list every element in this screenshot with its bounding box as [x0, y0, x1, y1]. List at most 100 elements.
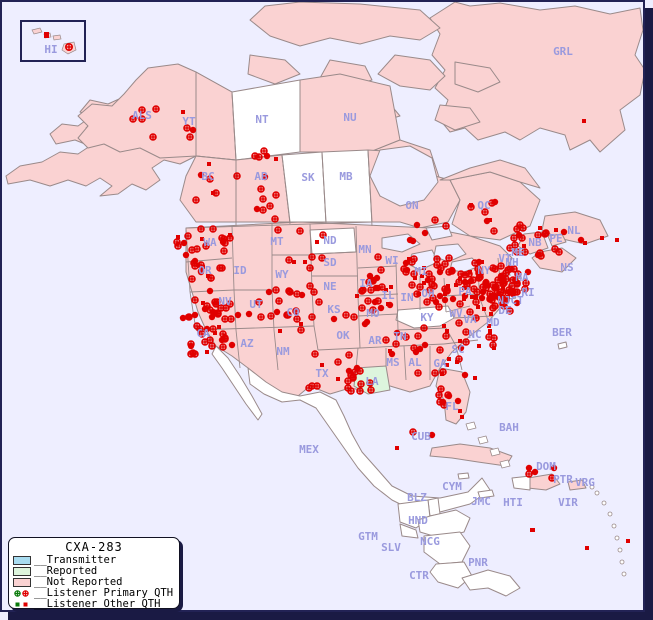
- legend-row-not-reported: __Not Reported: [13, 577, 179, 588]
- region-label-NH: NH: [505, 256, 518, 269]
- region-label-RI: RI: [521, 286, 534, 299]
- listener-dot-marker: [403, 266, 411, 274]
- region-PTR: [567, 479, 587, 491]
- listener-other-qth-marker: [278, 329, 282, 333]
- region-PE: [547, 233, 567, 247]
- listener-dot-marker: [197, 268, 205, 276]
- region-label-PE: PE: [549, 232, 562, 245]
- region-BER: [557, 341, 568, 350]
- region-label-MA: MA: [515, 271, 529, 284]
- legend-label-reported: __Reported: [34, 565, 98, 577]
- region-SLV: [399, 523, 419, 539]
- listener-dot-marker: [265, 288, 273, 296]
- region-label-MO: MO: [366, 307, 380, 320]
- region-label-PA: PA: [458, 285, 472, 298]
- region-CTR: [429, 561, 473, 589]
- listener-dot-marker: [180, 239, 188, 247]
- region-label-LA: LA: [365, 375, 379, 388]
- listener-dot-marker: [363, 318, 371, 326]
- listener-dot-marker: [261, 173, 269, 181]
- region-MB: [321, 149, 373, 223]
- region-label-SC: SC: [451, 343, 464, 356]
- region-label-DE: DE: [498, 304, 511, 317]
- region-label-SLV: SLV: [381, 541, 401, 554]
- region-label-NJ: NJ: [497, 294, 510, 307]
- listener-other-qth-marker: [420, 274, 424, 278]
- region-label-AB: AB: [254, 170, 268, 183]
- region-label-VIR: VIR: [558, 496, 578, 509]
- region-label-WI: WI: [385, 254, 398, 267]
- listener-dot-marker: [179, 314, 187, 322]
- listener-dot-marker: [393, 329, 401, 337]
- listener-dot-marker: [421, 341, 429, 349]
- listener-other-qth-marker: [200, 237, 204, 241]
- listener-other-qth-marker: [487, 324, 491, 328]
- listener-dot-marker: [330, 315, 338, 323]
- listener-other-qth-marker: [489, 312, 493, 316]
- listener-other-qth-marker: [386, 302, 390, 306]
- listener-other-qth-marker: [488, 329, 492, 333]
- region-PNR: [461, 569, 521, 597]
- listener-dot-marker: [187, 342, 195, 350]
- region-label-NC: NC: [468, 328, 481, 341]
- region-label-PNR: PNR: [468, 556, 488, 569]
- listener-dot-marker: [531, 468, 539, 476]
- listener-dot-marker: [182, 251, 190, 259]
- listener-other-qth-marker: [488, 218, 492, 222]
- region-label-NB: NB: [528, 236, 542, 249]
- listener-dot-marker: [374, 284, 382, 292]
- region-label-QC: QC: [477, 199, 490, 212]
- listener-other-qth-marker: [299, 322, 303, 326]
- listener-dot-marker: [491, 198, 499, 206]
- listener-markers: [129, 105, 630, 550]
- landmass-layer: [5, 2, 643, 597]
- region-CUB: [429, 443, 513, 467]
- listener-dot-marker: [461, 371, 469, 379]
- listener-other-qth-marker: [468, 270, 472, 274]
- region-label-AR: AR: [368, 334, 382, 347]
- listener-dot-marker: [228, 341, 236, 349]
- listener-dot-marker: [366, 272, 374, 280]
- listener-dot-marker: [457, 344, 465, 352]
- region-label-KS: KS: [327, 303, 340, 316]
- region-label-BAH: BAH: [499, 421, 519, 434]
- region-label-layer: HI ALS YT NT NU GRL BC AB SK MB ON QC NL NB PE NS ME WA MT…: [42, 40, 595, 582]
- region-label-WA: WA: [203, 236, 217, 249]
- listener-other-qth-marker: [460, 415, 464, 419]
- listener-other-qth-marker: [469, 203, 473, 207]
- listener-other-qth-marker: [315, 240, 319, 244]
- region-label-WV: WV: [449, 307, 463, 320]
- listener-dot-marker: [203, 325, 211, 333]
- listener-other-qth-marker: [292, 260, 296, 264]
- region-label-VRG: VRG: [575, 476, 595, 489]
- region-label-MI: MI: [414, 265, 427, 278]
- region-label-DOM: DOM: [536, 460, 556, 473]
- region-label-NY: NY: [477, 264, 491, 277]
- region-label-WY: WY: [275, 268, 289, 281]
- region-label-VA: VA: [463, 313, 477, 326]
- region-label-ON: ON: [405, 199, 418, 212]
- listener-dot-marker: [197, 171, 205, 179]
- listener-dot-marker: [461, 292, 469, 300]
- primary-qth-marker-group: [129, 105, 630, 550]
- region-label-GA: GA: [433, 357, 447, 370]
- legend-row-reported: __Reported: [13, 566, 179, 577]
- region-label-PTR: PTR: [553, 473, 573, 486]
- region-QC-n: [439, 159, 541, 189]
- region-label-CT: CT: [510, 294, 524, 307]
- listener-other-qth-marker: [413, 276, 417, 280]
- region-label-BC: BC: [201, 170, 214, 183]
- listener-dot-marker: [208, 313, 216, 321]
- legend-marker-primary-qth: [13, 589, 31, 598]
- region-label-YT: YT: [182, 115, 196, 128]
- listener-other-qth-marker: [395, 446, 399, 450]
- region-label-NV: NV: [218, 295, 232, 308]
- region-label-SK: SK: [301, 171, 315, 184]
- hawaii-inset: HI: [20, 20, 86, 62]
- legend-swatch-not-reported: [13, 578, 31, 587]
- listener-dot-marker: [421, 229, 429, 237]
- listener-other-qth-marker: [440, 372, 444, 376]
- region-arctic-1: [249, 2, 441, 47]
- region-label-HND: HND: [408, 514, 428, 527]
